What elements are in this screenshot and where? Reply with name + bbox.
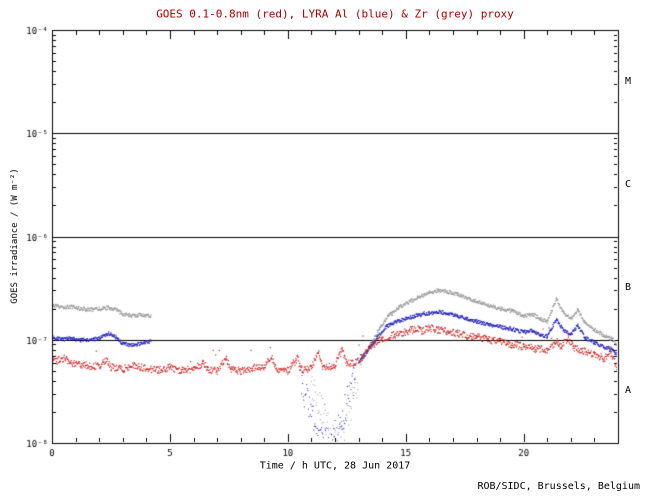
y-axis-label: GOES irradiance / (W m⁻²) (10, 168, 20, 304)
flare-class-label-c: C (625, 179, 632, 190)
footer-credit: ROB/SIDC, Brussels, Belgium (477, 481, 640, 492)
chart-title: GOES 0.1-0.8nm (red), LYRA Al (blue) & Z… (156, 7, 514, 21)
flare-class-label-m: M (625, 76, 632, 87)
flare-class-label-b: B (625, 282, 632, 293)
x-axis-label: Time / h UTC, 28 Jun 2017 (259, 460, 411, 472)
flare-class-label-a: A (625, 385, 632, 396)
